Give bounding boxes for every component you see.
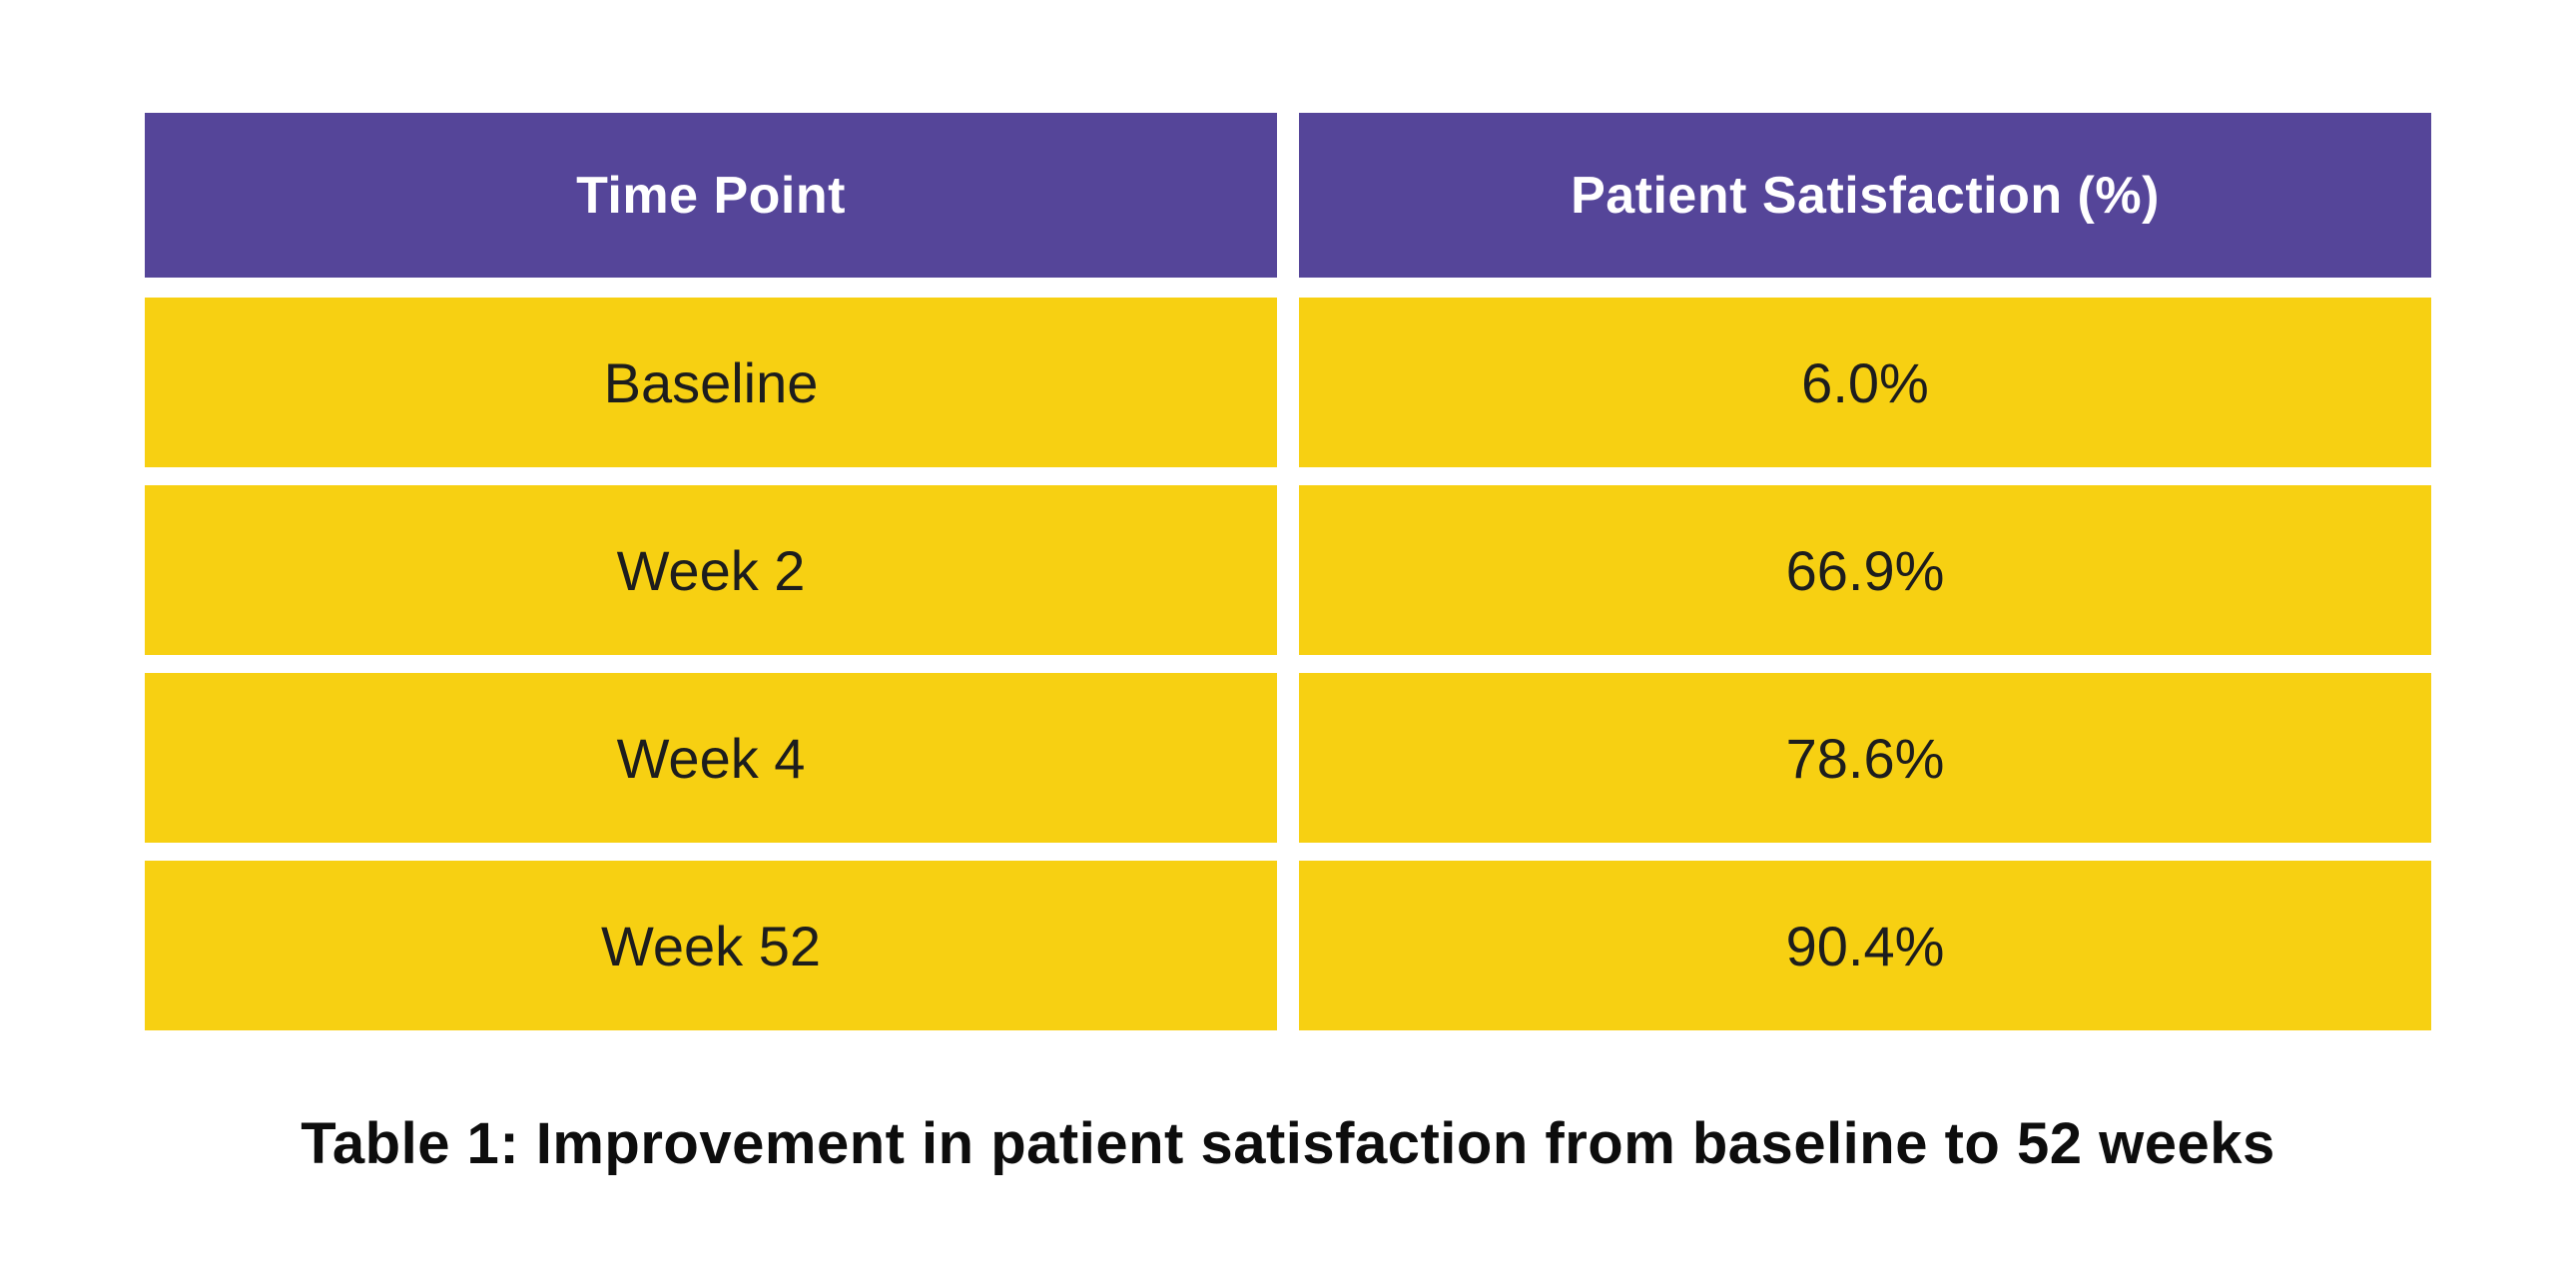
cell-time-point: Week 2 bbox=[145, 485, 1277, 655]
header-cell-time-point: Time Point bbox=[145, 113, 1277, 278]
table-caption: Table 1: Improvement in patient satisfac… bbox=[301, 1111, 2275, 1176]
table-row-week-4: Week 4 78.6% bbox=[145, 673, 2431, 843]
cell-time-point: Baseline bbox=[145, 298, 1277, 467]
cell-satisfaction-value: 66.9% bbox=[1299, 485, 2431, 655]
table-row-week-52: Week 52 90.4% bbox=[145, 861, 2431, 1030]
satisfaction-table: Time Point Patient Satisfaction (%) Base… bbox=[145, 113, 2431, 1030]
table-row-baseline: Baseline 6.0% bbox=[145, 298, 2431, 467]
cell-time-point: Week 52 bbox=[145, 861, 1277, 1030]
cell-satisfaction-value: 90.4% bbox=[1299, 861, 2431, 1030]
table-row-week-2: Week 2 66.9% bbox=[145, 485, 2431, 655]
cell-satisfaction-value: 6.0% bbox=[1299, 298, 2431, 467]
header-cell-patient-satisfaction: Patient Satisfaction (%) bbox=[1299, 113, 2431, 278]
cell-time-point: Week 4 bbox=[145, 673, 1277, 843]
cell-satisfaction-value: 78.6% bbox=[1299, 673, 2431, 843]
table-header-row: Time Point Patient Satisfaction (%) bbox=[145, 113, 2431, 278]
